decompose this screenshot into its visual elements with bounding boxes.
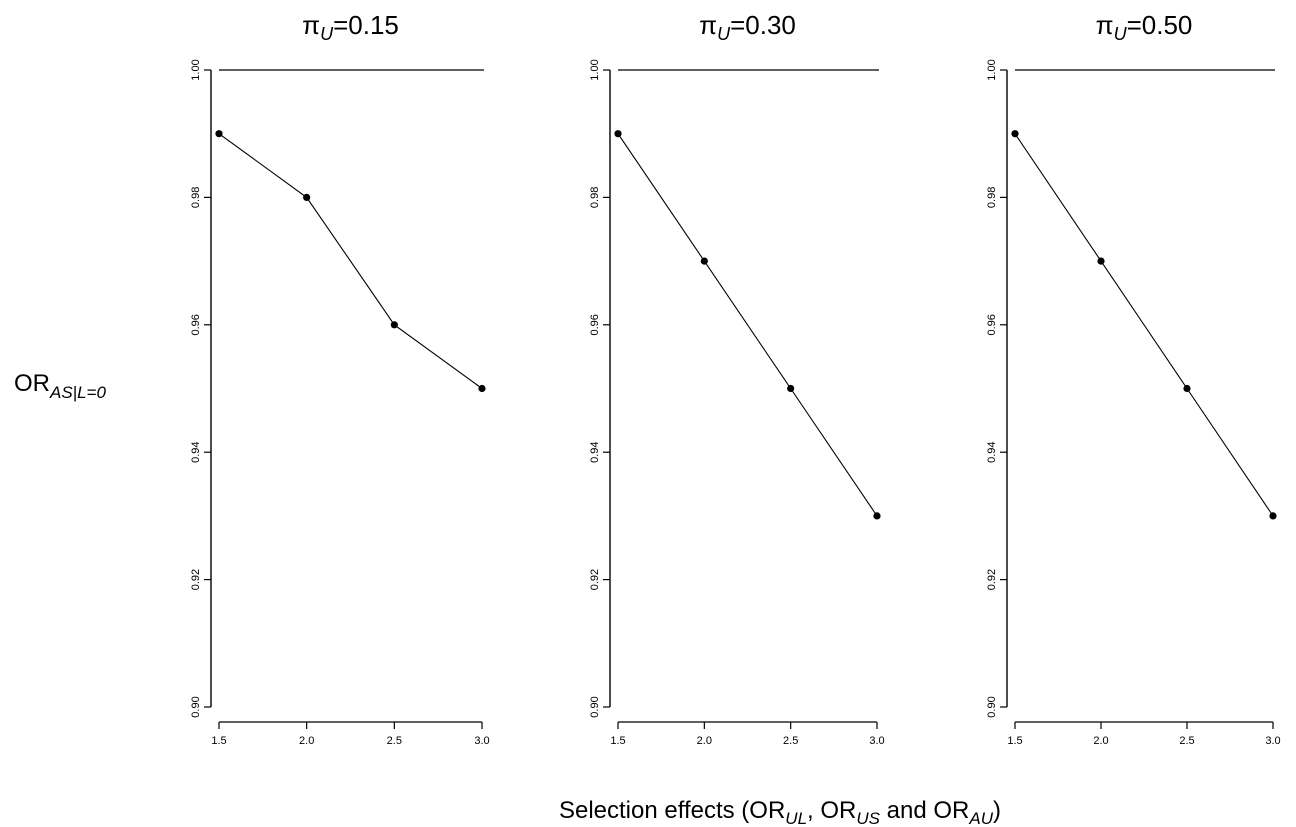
x-tick-label: 3.0: [474, 735, 489, 747]
y-tick-label: 0.98: [190, 187, 202, 208]
y-tick-label: 0.94: [986, 441, 998, 462]
x-tick-label: 3.0: [1265, 735, 1280, 747]
y-tick-label: 1.00: [589, 59, 601, 80]
y-axis-label: ORAS|L=0: [14, 370, 106, 402]
x-axis-label-mid1: , OR: [807, 797, 856, 824]
y-tick-label: 0.90: [589, 696, 601, 717]
x-axis-label: Selection effects (ORUL, ORUS and ORAU): [559, 797, 1001, 827]
x-axis-label-sub-au: AU: [968, 809, 993, 827]
y-tick-label: 0.96: [190, 314, 202, 335]
y-axis-label-main: OR: [14, 370, 50, 397]
panel-2: πU=0.30 0.90 0.92 0.94 0.96 0.98 1.00 1.5 2.0 2.5…: [589, 10, 885, 747]
series-line: [218, 133, 483, 389]
panel-title: πU=0.15: [302, 10, 399, 44]
y-axis-label-subscript: AS|L=0: [49, 383, 106, 402]
y-tick-label: 0.96: [986, 314, 998, 335]
data-point: [1097, 257, 1105, 265]
data-point: [303, 193, 311, 201]
y-tick-label: 0.90: [190, 696, 202, 717]
series-line: [1014, 133, 1274, 517]
x-tick-label: 2.5: [1179, 735, 1194, 747]
x-axis-label-prefix: Selection effects (OR: [559, 797, 785, 824]
panel-title-pi: π: [302, 10, 320, 40]
data-point: [478, 384, 486, 393]
y-tick-label: 1.00: [986, 59, 998, 80]
chart-panels: πU=0.150.900.920.940.960.981.001.5 2.0 2.5…: [190, 10, 1281, 747]
y-tick-label: 0.98: [589, 187, 601, 208]
y-tick-label: 0.96: [589, 314, 601, 335]
x-tick-label: 1.5: [610, 735, 625, 747]
panel-title: πU=0.30: [699, 10, 796, 44]
panel-title-subscript: U: [320, 24, 334, 44]
data-point: [390, 321, 398, 329]
panel-title-value: =0.30: [730, 10, 796, 40]
x-tick-label: 2.5: [387, 735, 402, 747]
y-tick-label: 0.92: [589, 569, 601, 590]
data-point: [1269, 512, 1277, 520]
data-point: [1183, 384, 1191, 393]
data-point: [700, 257, 708, 265]
y-tick-label: 0.92: [190, 569, 202, 590]
panel-1: πU=0.15 0.90 0.92 0.94 0.96 0.98 1.00 1.5 2.0 2.5…: [190, 10, 490, 747]
panel-title: πU=0.50: [1096, 10, 1193, 44]
data-point: [1011, 130, 1019, 138]
x-axis-label-sub-us: US: [856, 809, 880, 827]
panel-title-subscript: U: [1114, 24, 1128, 44]
x-tick-label: 1.5: [211, 735, 226, 747]
panel-3: πU=0.50 0.90 0.92 0.94 0.96 0.98 1.00 1.5 2.0 2.5…: [986, 10, 1281, 747]
y-tick-label: 0.92: [986, 569, 998, 590]
data-point: [614, 130, 622, 138]
x-axis-label-mid2: and OR: [880, 797, 969, 824]
y-tick-label: 0.94: [589, 441, 601, 462]
y-tick-label: 0.98: [986, 187, 998, 208]
x-tick-label: 2.0: [299, 735, 314, 747]
data-point: [787, 384, 795, 393]
panel-title-value: =0.50: [1127, 10, 1193, 40]
x-tick-label: 2.0: [697, 735, 712, 747]
panel-title-pi: π: [1096, 10, 1114, 40]
x-axis-label-sub-ul: UL: [785, 809, 807, 827]
x-tick-label: 1.5: [1007, 735, 1022, 747]
data-point: [873, 512, 881, 520]
y-tick-label: 1.00: [190, 59, 202, 80]
y-tick-label: 0.94: [190, 441, 202, 462]
data-point: [215, 130, 223, 138]
panel-title-pi: π: [699, 10, 717, 40]
series-line: [617, 133, 878, 517]
x-tick-label: 2.0: [1093, 735, 1108, 747]
x-axis-label-suffix: ): [993, 797, 1001, 824]
x-tick-label: 2.5: [783, 735, 798, 747]
x-tick-label: 3.0: [869, 735, 884, 747]
panel-title-subscript: U: [717, 24, 731, 44]
panel-title-value: =0.15: [333, 10, 399, 40]
y-tick-label: 0.90: [986, 696, 998, 717]
